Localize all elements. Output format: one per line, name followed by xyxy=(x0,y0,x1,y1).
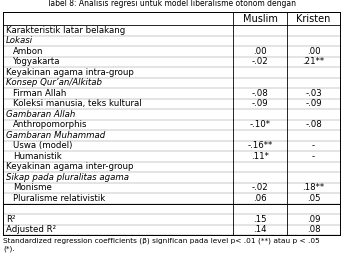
Text: (*).: (*). xyxy=(3,245,15,251)
Text: R²: R² xyxy=(6,215,15,224)
Text: Gambaran Muhammad: Gambaran Muhammad xyxy=(6,131,105,140)
Text: -.10*: -.10* xyxy=(249,120,271,129)
Text: -: - xyxy=(312,152,315,161)
Text: Karakteristik latar belakang: Karakteristik latar belakang xyxy=(6,26,125,35)
Text: .06: .06 xyxy=(253,194,267,203)
Text: Ambon: Ambon xyxy=(13,47,44,56)
Text: .21**: .21** xyxy=(303,57,324,66)
Text: Anthropomorphis: Anthropomorphis xyxy=(13,120,87,129)
Text: -.08: -.08 xyxy=(252,89,268,98)
Text: .15: .15 xyxy=(253,215,267,224)
Text: Monisme: Monisme xyxy=(13,183,52,192)
Text: Keyakinan agama intra-group: Keyakinan agama intra-group xyxy=(6,68,134,77)
Text: -: - xyxy=(312,141,315,150)
Text: Yogyakarta: Yogyakarta xyxy=(13,57,60,66)
Text: .09: .09 xyxy=(307,215,320,224)
Text: Muslim: Muslim xyxy=(243,14,277,23)
Text: Adjusted R²: Adjusted R² xyxy=(6,225,56,234)
Text: Sikap pada pluralitas agama: Sikap pada pluralitas agama xyxy=(6,173,129,182)
Text: -.16**: -.16** xyxy=(247,141,273,150)
Text: Koleksi manusia, teks kultural: Koleksi manusia, teks kultural xyxy=(13,99,142,108)
Text: Firman Allah: Firman Allah xyxy=(13,89,67,98)
Text: .08: .08 xyxy=(307,225,320,234)
Text: Lokasi: Lokasi xyxy=(6,36,33,45)
Text: .05: .05 xyxy=(307,194,320,203)
Text: Uswa (model): Uswa (model) xyxy=(13,141,72,150)
Text: Standardized regression coefficients (β) significan pada level p< .01 (**) atau : Standardized regression coefficients (β)… xyxy=(3,237,320,243)
Text: -.08: -.08 xyxy=(305,120,322,129)
Text: Humanistik: Humanistik xyxy=(13,152,62,161)
Text: -.03: -.03 xyxy=(305,89,322,98)
Text: -.02: -.02 xyxy=(252,57,268,66)
Text: .14: .14 xyxy=(253,225,267,234)
Text: .11*: .11* xyxy=(251,152,269,161)
Text: Konsep Qur’an/Alkitab: Konsep Qur’an/Alkitab xyxy=(6,78,102,87)
Text: .00: .00 xyxy=(307,47,320,56)
Text: Keyakinan agama inter-group: Keyakinan agama inter-group xyxy=(6,162,133,171)
Text: .18**: .18** xyxy=(303,183,324,192)
Text: Tabel 8: Analisis regresi untuk model liberalisme otonom dengan: Tabel 8: Analisis regresi untuk model li… xyxy=(47,0,296,8)
Text: .00: .00 xyxy=(253,47,267,56)
Text: -.02: -.02 xyxy=(252,183,268,192)
Text: Gambaran Allah: Gambaran Allah xyxy=(6,110,75,119)
Text: Pluralisme relativistik: Pluralisme relativistik xyxy=(13,194,105,203)
Bar xyxy=(3,12,340,235)
Text: -.09: -.09 xyxy=(252,99,268,108)
Text: -.09: -.09 xyxy=(305,99,322,108)
Text: Kristen: Kristen xyxy=(296,14,331,23)
